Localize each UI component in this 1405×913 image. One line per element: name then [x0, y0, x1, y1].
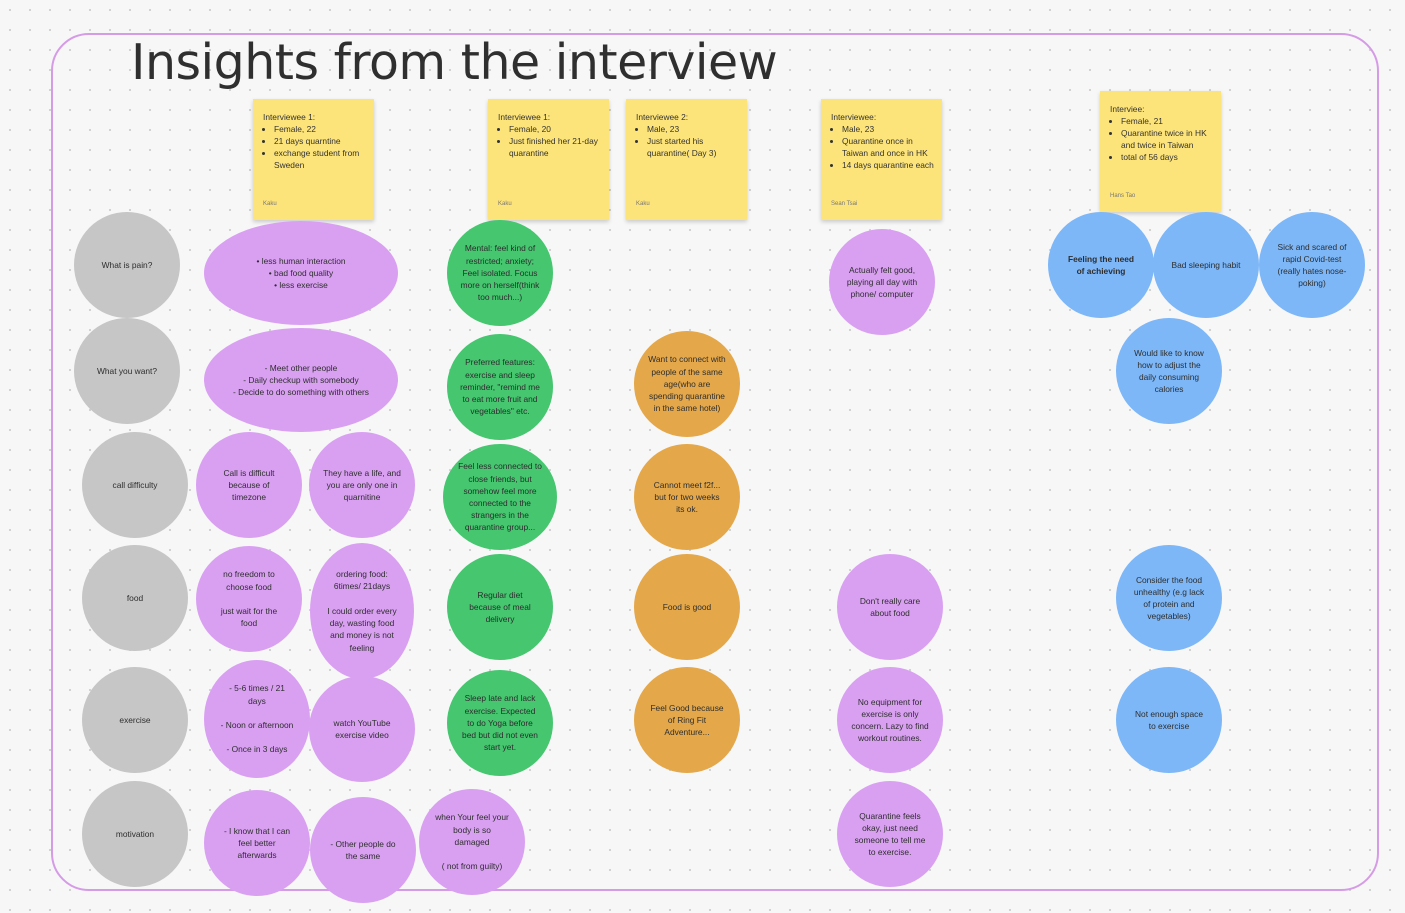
sticky-note-interviewee-1b[interactable]: Interviewee 1: Female, 20 Just finished …: [488, 99, 609, 220]
sticky-item: exchange student from Sweden: [274, 147, 366, 171]
sticky-item: Quarantine twice in HK and twice in Taiw…: [1121, 127, 1213, 151]
sticky-author: Hans Tao: [1110, 193, 1136, 199]
note-hans-pain-achieving[interactable]: Feeling the need of achieving: [1048, 212, 1154, 318]
note-orange-exercise[interactable]: Feel Good because of Ring Fit Adventure.…: [634, 667, 740, 773]
sticky-header: Interviee:: [1110, 104, 1145, 114]
sticky-item: 14 days quarantine each: [842, 159, 934, 171]
sticky-header: Interviewee:: [831, 112, 877, 122]
note-green-call[interactable]: Feel less connected to close friends, bu…: [443, 444, 557, 550]
note-interviewee1-motivation-better[interactable]: - I know that I can feel better afterwar…: [204, 790, 310, 896]
sticky-item: Male, 23: [842, 123, 934, 135]
row-label-pain[interactable]: What is pain?: [74, 212, 180, 318]
note-interviewee1-food-ordering[interactable]: ordering food: 6times/ 21days I could or…: [310, 543, 414, 679]
sticky-item: Female, 21: [1121, 115, 1213, 127]
sticky-author: Sean Tsai: [831, 201, 858, 207]
sticky-note-interviewee-hans[interactable]: Interviee: Female, 21 Quarantine twice i…: [1100, 91, 1221, 212]
sticky-header: Interviewee 1:: [263, 112, 316, 122]
sticky-note-interviewee-1[interactable]: Interviewee 1: Female, 22 21 days quarnt…: [253, 99, 374, 220]
note-interviewee1-motivation-others[interactable]: - Other people do the same: [310, 797, 416, 903]
note-interviewee1-food-freedom[interactable]: no freedom to choose food just wait for …: [196, 546, 302, 652]
row-label-want[interactable]: What you want?: [74, 318, 180, 424]
board-title[interactable]: Insights from the interview: [131, 34, 778, 91]
sticky-item: Female, 22: [274, 123, 366, 135]
note-interviewee1-motivation-damaged[interactable]: when Your feel your body is so damaged (…: [419, 789, 525, 895]
note-hans-food[interactable]: Consider the food unhealthy (e.g lack of…: [1116, 545, 1222, 651]
note-orange-want[interactable]: Want to connect with people of the same …: [634, 331, 740, 437]
sticky-item: 21 days quarntine: [274, 135, 366, 147]
note-sean-food[interactable]: Don't really care about food: [837, 554, 943, 660]
sticky-author: Kaku: [263, 201, 277, 207]
sticky-author: Kaku: [498, 201, 512, 207]
note-green-pain[interactable]: Mental: feel kind of restricted; anxiety…: [447, 220, 553, 326]
note-interviewee1-exercise-frequency[interactable]: - 5-6 times / 21 days - Noon or afternoo…: [204, 660, 310, 778]
sticky-header: Interviewee 2:: [636, 112, 689, 122]
note-hans-pain-covid-test[interactable]: Sick and scared of rapid Covid-test (rea…: [1259, 212, 1365, 318]
note-hans-exercise[interactable]: Not enough space to exercise: [1116, 667, 1222, 773]
note-green-food[interactable]: Regular diet because of meal delivery: [447, 554, 553, 660]
note-green-exercise[interactable]: Sleep late and lack exercise. Expected t…: [447, 670, 553, 776]
row-label-call-difficulty[interactable]: call difficulty: [82, 432, 188, 538]
sticky-item: Just started his quarantine( Day 3): [647, 135, 739, 159]
sticky-item: Just finished her 21-day quarantine: [509, 135, 601, 159]
row-label-food[interactable]: food: [82, 545, 188, 651]
sticky-note-interviewee-2[interactable]: Interviewee 2: Male, 23 Just started his…: [626, 99, 747, 220]
row-label-exercise[interactable]: exercise: [82, 667, 188, 773]
note-orange-food[interactable]: Food is good: [634, 554, 740, 660]
row-label-motivation[interactable]: motivation: [82, 781, 188, 887]
note-hans-want[interactable]: Would like to know how to adjust the dai…: [1116, 318, 1222, 424]
sticky-author: Kaku: [636, 201, 650, 207]
note-orange-call[interactable]: Cannot meet f2f... but for two weeks its…: [634, 444, 740, 550]
note-sean-exercise[interactable]: No equipment for exercise is only concer…: [837, 667, 943, 773]
sticky-header: Interviewee 1:: [498, 112, 551, 122]
note-interviewee1-exercise-youtube[interactable]: watch YouTube exercise video: [309, 676, 415, 782]
sticky-item: Female, 20: [509, 123, 601, 135]
note-green-want[interactable]: Preferred features: exercise and sleep r…: [447, 334, 553, 440]
sticky-item: Quarantine once in Taiwan and once in HK: [842, 135, 934, 159]
sticky-note-interviewee-sean[interactable]: Interviewee: Male, 23 Quarantine once in…: [821, 99, 942, 220]
note-sean-motivation[interactable]: Quarantine feels okay, just need someone…: [837, 781, 943, 887]
note-sean-pain[interactable]: Actually felt good, playing all day with…: [829, 229, 935, 335]
note-interviewee1-call-timezone[interactable]: Call is difficult because of timezone: [196, 432, 302, 538]
sticky-item: Male, 23: [647, 123, 739, 135]
board-frame[interactable]: [51, 33, 1379, 891]
note-interviewee1-call-life[interactable]: They have a life, and you are only one i…: [309, 432, 415, 538]
note-interviewee1-want[interactable]: - Meet other people - Daily checkup with…: [204, 328, 398, 432]
note-hans-pain-sleeping[interactable]: Bad sleeping habit: [1153, 212, 1259, 318]
note-interviewee1-pain[interactable]: • less human interaction • bad food qual…: [204, 221, 398, 325]
sticky-item: total of 56 days: [1121, 151, 1213, 163]
